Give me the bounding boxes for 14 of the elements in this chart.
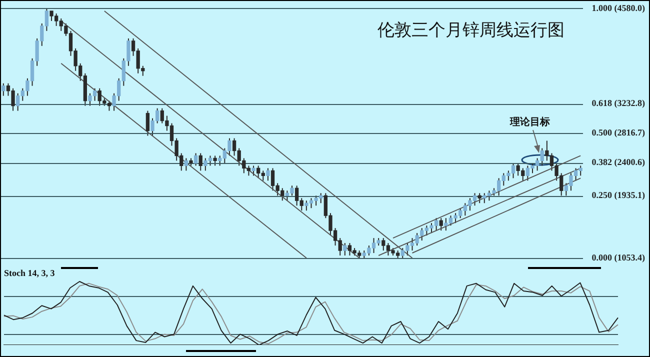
ref-line-label: 0.000 (1053.4) <box>592 252 645 262</box>
ref-line-label: 0.382 (2400.6) <box>592 157 645 168</box>
candlestick <box>213 155 217 166</box>
ref-line-label: 0.250 (1935.1) <box>592 190 645 200</box>
ref-line-label: 1.000 (4580.0) <box>592 2 645 13</box>
annotation: 理论目标 <box>508 116 550 128</box>
text: 伦敦三个月锌周线运行图 <box>378 20 564 40</box>
chart-title: Stoch 14, 3, 3 <box>4 268 56 278</box>
candlestick <box>146 110 150 136</box>
ref-line-label: 0.618 (3232.8) <box>592 98 645 108</box>
candlestick <box>198 152 202 172</box>
ref-line-label: 0.500 (2816.7) <box>592 128 645 138</box>
candlestick <box>478 192 482 204</box>
candlestick <box>439 218 443 232</box>
